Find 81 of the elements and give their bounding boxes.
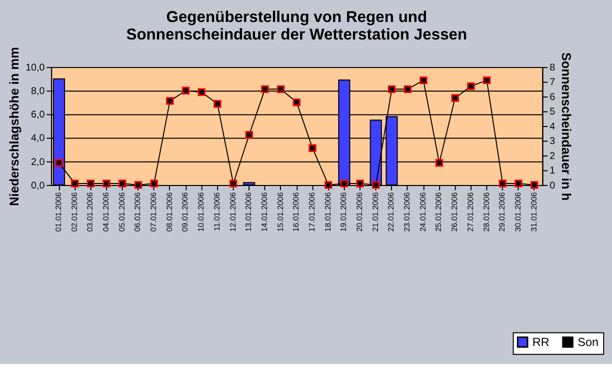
- x-tick-label: 01.01.2006: [54, 192, 63, 232]
- point: [467, 82, 475, 90]
- point: [324, 181, 332, 189]
- x-tick-label: 05.01.2006: [117, 192, 126, 232]
- point: [150, 180, 158, 188]
- point: [245, 131, 253, 139]
- x-tick-label: 16.01.2006: [292, 192, 301, 232]
- legend-label: Son: [578, 336, 599, 350]
- y2-tick-label: 4: [550, 121, 556, 132]
- point: [261, 85, 269, 94]
- point: [356, 180, 364, 188]
- point: [276, 85, 285, 94]
- point: [435, 159, 444, 167]
- y2-axis-title: Sonnenscheindauer in h: [558, 52, 574, 201]
- y2-tick-label: 2: [550, 150, 556, 162]
- x-tick-label: 21.01.2006: [370, 192, 380, 232]
- point: [71, 180, 79, 188]
- y-tick-label: 0,0: [31, 180, 46, 192]
- x-tick-label: 13.01.2006: [244, 192, 254, 232]
- x-tick-label: 14.01.2006: [260, 192, 269, 232]
- x-tick-label: 06.01.2006: [133, 192, 142, 232]
- y2-tick-label: 8: [550, 62, 556, 74]
- y2-tick-label: 6: [550, 92, 556, 103]
- y-axis-title: Niederschlagshöhe in mm: [6, 47, 22, 206]
- x-tick-label: 03.01.2006: [86, 192, 95, 232]
- x-tick-label: 20.01.2006: [355, 192, 364, 232]
- point: [420, 76, 428, 84]
- point: [340, 180, 348, 188]
- x-tick-label: 24.01.2006: [418, 192, 428, 232]
- x-tick-label: 17.01.2006: [307, 192, 316, 232]
- x-tick-label: 07.01.2006: [149, 192, 158, 232]
- point: [292, 98, 301, 106]
- x-tick-label: 18.01.2006: [323, 192, 332, 232]
- y2-tick-label: 7: [550, 77, 556, 88]
- x-tick-label: 12.01.2006: [228, 192, 238, 232]
- x-tick-label: 27.01.2006: [466, 192, 475, 232]
- x-tick-label: 26.01.2006: [450, 192, 460, 232]
- y2-tick-label: 3: [550, 136, 556, 148]
- point: [229, 180, 238, 188]
- x-tick-label: 25.01.2006: [434, 192, 444, 232]
- x-tick-label: 22.01.2006: [386, 192, 396, 232]
- y-tick-label: 6,0: [31, 110, 46, 121]
- point: [86, 180, 95, 188]
- x-tick-label: 31.01.2006: [529, 192, 538, 232]
- point: [214, 100, 222, 108]
- x-tick-label: 11.01.2006: [212, 192, 222, 231]
- point: [198, 88, 206, 96]
- point: [182, 86, 190, 94]
- x-tick-label: 23.01.2006: [402, 192, 412, 232]
- y-tick-label: 10,0: [26, 62, 46, 74]
- x-tick-label: 10.01.2006: [196, 192, 206, 232]
- x-tick-label: 19.01.2006: [339, 192, 348, 232]
- point: [118, 180, 126, 188]
- y-tick-label: 4,0: [31, 133, 46, 144]
- x-tick-label: 09.01.2006: [180, 192, 190, 232]
- point: [134, 181, 142, 189]
- point: [166, 97, 174, 105]
- x-tick-label: 04.01.2006: [102, 192, 110, 232]
- y2-tick-label: 1: [550, 166, 556, 177]
- x-tick-label: 29.01.2006: [498, 192, 507, 232]
- point: [404, 85, 412, 94]
- point: [55, 159, 63, 167]
- x-tick-label: 15.01.2006: [276, 192, 285, 232]
- legend-label: RR: [532, 336, 550, 350]
- y2-tick-label: 0: [550, 180, 556, 192]
- point: [308, 144, 316, 152]
- point: [388, 85, 396, 94]
- point: [514, 180, 522, 188]
- y-tick-label: 8,0: [31, 86, 46, 98]
- point: [482, 76, 491, 84]
- y-tick-label: 2,0: [31, 156, 46, 168]
- x-tick-label: 08.01.2006: [164, 192, 174, 232]
- point: [498, 180, 506, 188]
- x-tick-label: 02.01.2006: [70, 192, 79, 232]
- x-tick-label: 30.01.2006: [513, 192, 522, 232]
- chart-title: Gegenüberstellung von Regen und Sonnenscheindauer der Wetterstation Jessen: [126, 8, 468, 44]
- point: [102, 180, 110, 188]
- x-tick-label: 28.01.2006: [482, 192, 491, 232]
- point: [372, 181, 380, 189]
- point: [451, 94, 459, 102]
- y2-tick-label: 5: [550, 106, 556, 118]
